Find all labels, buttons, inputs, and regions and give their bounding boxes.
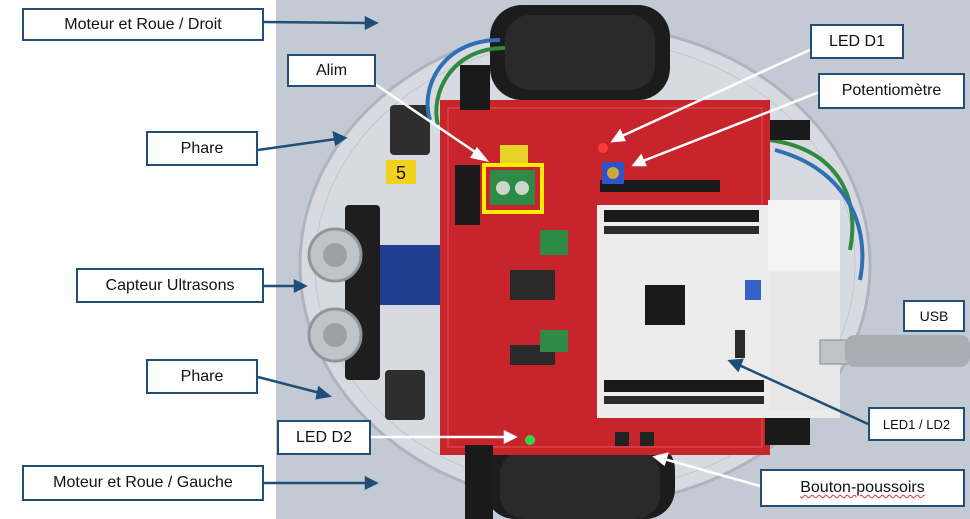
label-usb-text: USB [919,308,949,324]
label-led-d1-text: LED D1 [828,32,886,50]
alim-highlight [482,163,544,214]
label-bouton-poussoirs: Bouton-poussoirs [760,469,965,507]
label-moteur-droit-text: Moteur et Roue / Droit [64,15,222,33]
label-phare-bottom: Phare [146,359,258,394]
led-d1 [598,143,608,153]
label-led-d1: LED D1 [810,24,904,59]
label-bouton-poussoirs-text: Bouton-poussoirs [800,479,925,496]
push-button-1 [615,432,629,446]
label-led-d2: LED D2 [277,420,371,455]
arrow-phare-top [257,137,337,152]
ultrasonic-bracket [375,245,445,305]
label-moteur-droit: Moteur et Roue / Droit [22,8,264,41]
label-phare-top: Phare [146,131,258,166]
label-moteur-gauche: Moteur et Roue / Gauche [22,465,264,501]
label-led-d2-text: LED D2 [295,428,353,446]
label-led1-ld2: LED1 / LD2 [868,407,965,441]
arrow-alim [374,82,479,156]
microcontroller [645,285,685,325]
label-potentiometre: Potentiomètre [818,73,965,109]
arrow-led-d1 [621,46,815,138]
label-moteur-gauche-text: Moteur et Roue / Gauche [53,474,233,491]
arrows-white [371,46,823,488]
led-d2 [525,435,535,445]
label-alim-text: Alim [315,61,348,79]
arrow-potentiometre [642,89,823,163]
headlight-bottom [385,370,425,420]
arrow-bouton [663,457,761,488]
arrow-led1 [738,363,869,426]
label-capteur-ultrasons: Capteur Ultrasons [76,268,264,303]
label-usb: USB [903,300,965,332]
label-phare-bottom-text: Phare [180,367,224,385]
arrows-dark [257,15,869,491]
label-alim: Alim [287,54,376,87]
usb-cable [845,335,970,367]
label-phare-top-text: Phare [180,139,224,157]
label-potentiometre-text: Potentiomètre [841,82,942,99]
number-tag [386,160,416,184]
number-tag-text: 5 [396,163,406,183]
arrow-phare-bottom [257,375,321,395]
push-button-2 [640,432,654,446]
label-capteur-ultrasons-text: Capteur Ultrasons [105,276,235,294]
label-led1-ld2-text: LED1 / LD2 [882,416,951,432]
arrow-moteur-droit [263,20,369,25]
headlight-top [390,105,430,155]
